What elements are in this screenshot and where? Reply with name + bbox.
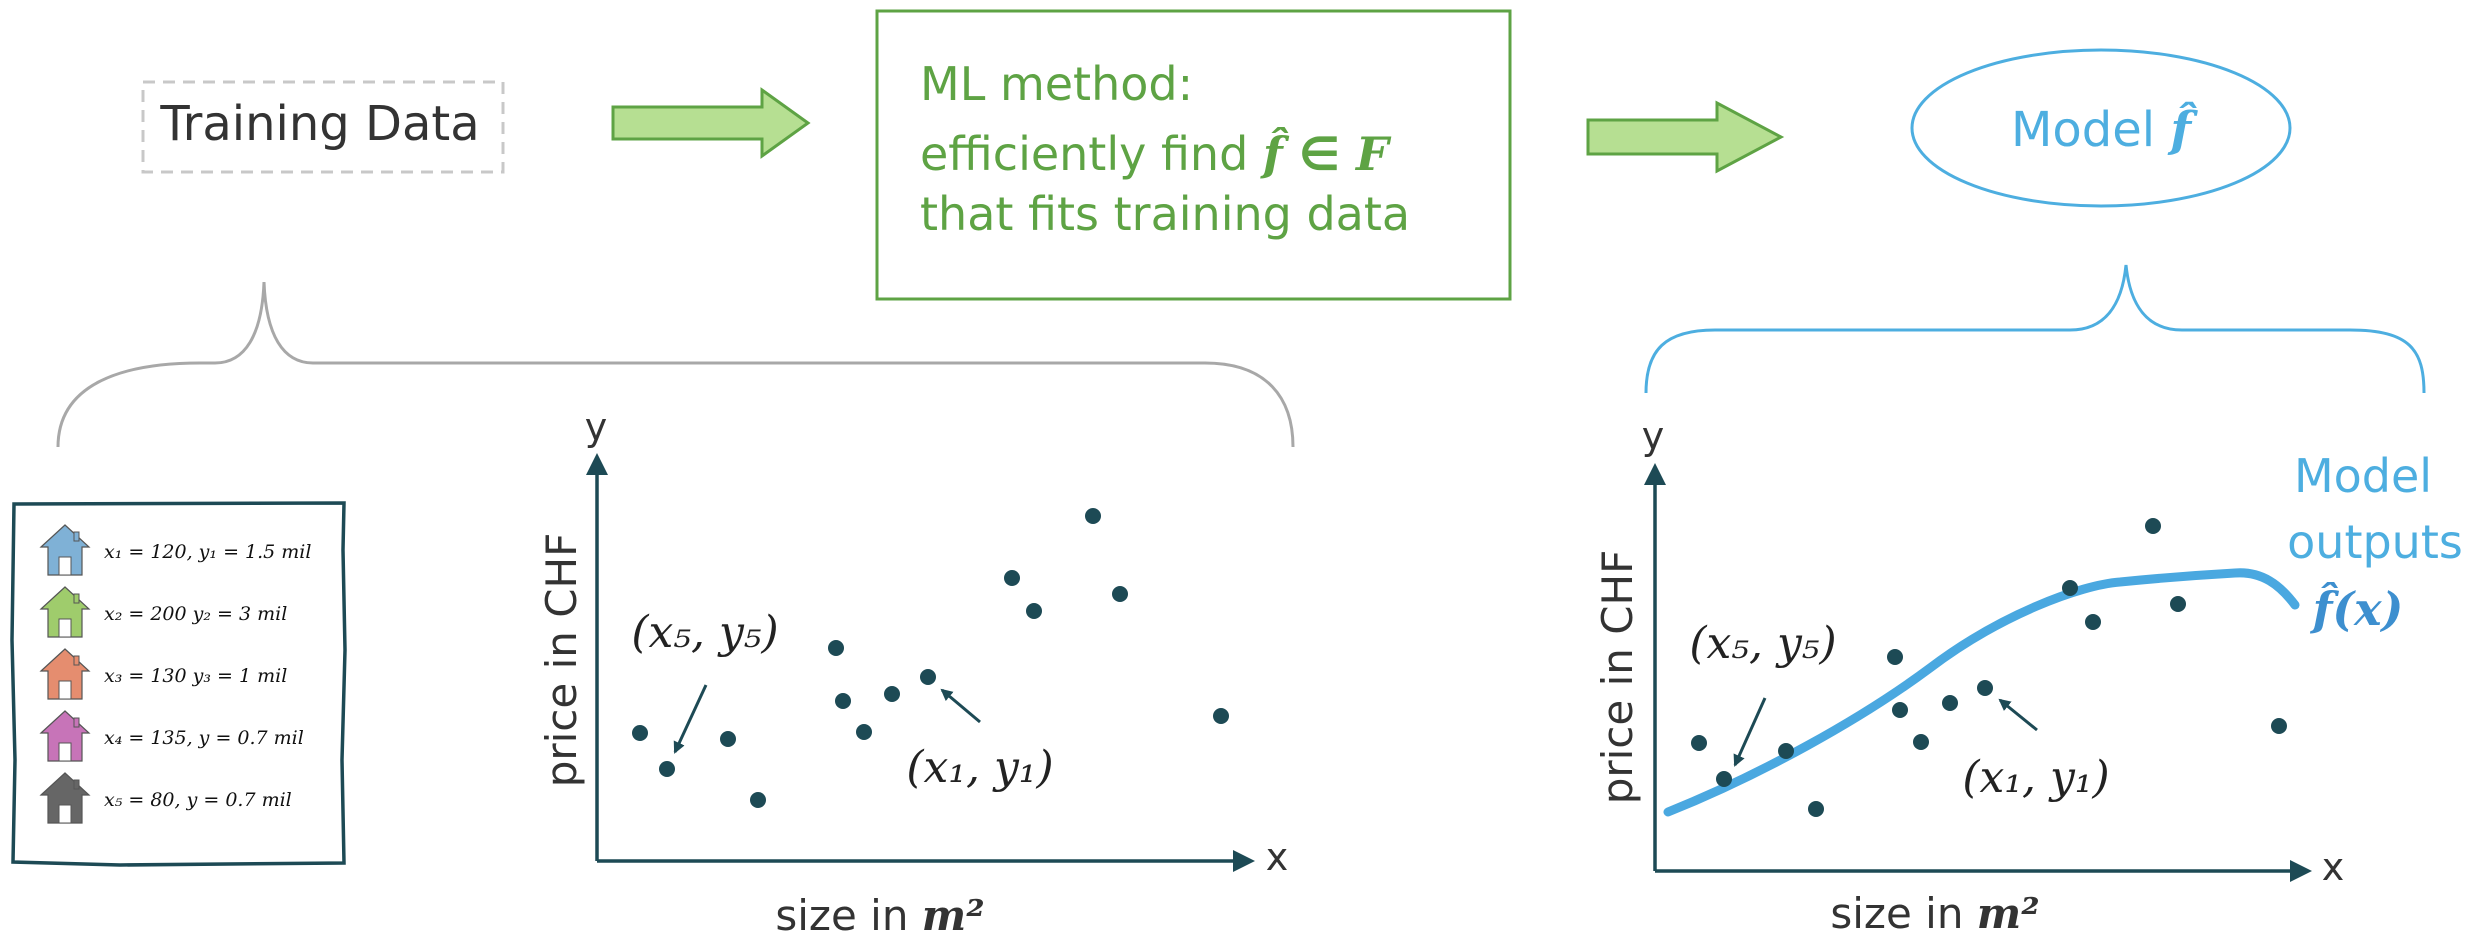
data-point [828, 640, 844, 656]
model-outputs-fx: f̂(x) [2310, 582, 2404, 636]
dataset-item-text: x₁ = 120, y₁ = 1.5 mil [104, 541, 311, 563]
model-outputs-label-line1: Model [2294, 449, 2432, 503]
right-arrow-x1 [1998, 698, 2038, 732]
right-arrow-x5 [1733, 697, 1767, 767]
ml-method-title: ML method: [920, 57, 1193, 111]
data-point [1778, 743, 1794, 759]
data-point [632, 725, 648, 741]
right-y-axis-letter: y [1642, 414, 1665, 458]
training-data-node: Training Data [141, 80, 505, 174]
data-point [2085, 614, 2101, 630]
dataset-item: x₂ = 200 y₂ = 3 mil [39, 586, 287, 638]
arrow-to-ml-method [611, 87, 811, 159]
dataset-item: x₅ = 80, y = 0.7 mil [39, 772, 292, 824]
ml-method-line2: efficiently find f̂ ∈ F [920, 127, 1392, 181]
data-point [1004, 570, 1020, 586]
data-point [1942, 695, 1958, 711]
left-scatter-plot: x y price in CHF size in m² (x₅, y₅) (x₁… [537, 405, 1288, 940]
data-point [2062, 580, 2078, 596]
left-arrow-x5 [673, 684, 708, 754]
dataset-item-text: x₂ = 200 y₂ = 3 mil [104, 603, 287, 625]
data-point [1213, 708, 1229, 724]
data-point [1112, 586, 1128, 602]
right-model-plot: x y price in CHF size in m² (x₅, y₅) (x₁… [1593, 414, 2463, 938]
ml-method-node: ML method: efficiently find f̂ ∈ F that … [875, 9, 1512, 301]
house-blue-icon [39, 524, 91, 576]
data-point [1913, 734, 1929, 750]
dataset-item: x₃ = 130 y₃ = 1 mil [39, 648, 287, 700]
data-point [659, 761, 675, 777]
left-arrow-x1 [940, 688, 981, 724]
model-fit-curve [1663, 568, 2300, 817]
house-orange-icon [39, 648, 91, 700]
data-point [920, 669, 936, 685]
right-x-axis-letter: x [2322, 845, 2345, 889]
dataset-item-text: x₅ = 80, y = 0.7 mil [104, 789, 292, 811]
data-point [1716, 771, 1732, 787]
model-label: Model f̂ [2011, 100, 2198, 158]
house-gray-icon [39, 772, 91, 824]
data-point [2170, 596, 2186, 612]
data-point [835, 693, 851, 709]
data-point [2145, 518, 2161, 534]
model-brace [1644, 264, 2426, 394]
data-point [1085, 508, 1101, 524]
data-point [856, 724, 872, 740]
training-data-label: Training Data [159, 96, 479, 152]
arrow-to-model [1586, 100, 1785, 174]
left-x-axis-label: size in m² [775, 891, 984, 940]
right-annotation-x5-y5: (x₅, y₅) [1689, 618, 1836, 669]
data-point [1977, 680, 1993, 696]
data-point [1892, 702, 1908, 718]
dataset-item: x₁ = 120, y₁ = 1.5 mil [39, 524, 311, 576]
data-point [1691, 735, 1707, 751]
model-node: Model f̂ [1910, 48, 2292, 208]
dataset-item-text: x₃ = 130 y₃ = 1 mil [104, 665, 287, 687]
data-point [1887, 649, 1903, 665]
left-x-axis-letter: x [1266, 835, 1289, 879]
model-outputs-label-line2: outputs [2287, 515, 2463, 569]
data-point [1808, 801, 1824, 817]
data-point [720, 731, 736, 747]
left-y-axis-letter: y [585, 405, 608, 449]
house-green-icon [39, 586, 91, 638]
data-point [1026, 603, 1042, 619]
right-y-axis-label: price in CHF [1593, 550, 1642, 805]
house-purple-icon [39, 710, 91, 762]
dataset-item-text: x₄ = 135, y = 0.7 mil [104, 727, 304, 749]
training-data-brace [56, 281, 1295, 448]
dataset-item: x₄ = 135, y = 0.7 mil [39, 710, 304, 762]
data-point [750, 792, 766, 808]
data-point [884, 686, 900, 702]
dataset-card: x₁ = 120, y₁ = 1.5 mil x₂ = 200 y₂ = 3 mi… [10, 501, 347, 867]
data-point [2271, 718, 2287, 734]
right-x-axis-label: size in m² [1830, 889, 2039, 938]
right-annotation-x1-y1: (x₁, y₁) [1962, 752, 2109, 803]
left-y-axis-label: price in CHF [537, 533, 586, 788]
left-annotation-x1-y1: (x₁, y₁) [906, 742, 1053, 793]
ml-method-line3: that fits training data [920, 187, 1410, 241]
left-annotation-x5-y5: (x₅, y₅) [631, 607, 778, 658]
